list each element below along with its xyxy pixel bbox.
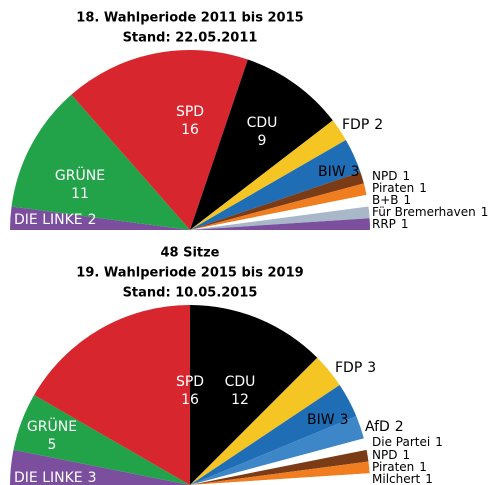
slice-label: FDP 2: [342, 117, 383, 133]
label-name: FDP: [335, 360, 362, 376]
label-value: 1: [404, 193, 412, 207]
label-value: 1: [419, 181, 427, 195]
label-value: 1: [425, 472, 433, 485]
slice-label: CDU 12: [225, 374, 256, 408]
slice: [190, 461, 370, 485]
label-name: CDU: [225, 374, 256, 390]
slice-label: GRÜNE 5: [27, 417, 77, 453]
label-value: 5: [48, 437, 57, 453]
slice-label: CDU 9: [247, 115, 278, 149]
label-name: BIW: [307, 412, 335, 428]
slice: [13, 395, 191, 485]
slice: [190, 438, 367, 485]
slice: [11, 94, 191, 230]
label-value: 3: [88, 470, 97, 485]
slice: [190, 449, 369, 485]
label-value: 2: [88, 212, 97, 228]
slice-label: Für Bremerhaven 1: [372, 205, 488, 219]
slice: [190, 172, 364, 230]
label-name: Die Partei: [372, 435, 430, 449]
label-value: 3: [367, 360, 376, 376]
label-value: 1: [402, 169, 410, 183]
label-name: NPD: [372, 448, 397, 462]
label-value: 1: [481, 205, 489, 219]
label-name: CDU: [247, 115, 278, 131]
slice: [34, 305, 190, 485]
slice: [190, 218, 370, 230]
slice-label: NPD 1: [372, 169, 410, 183]
slice-label: FDP 3: [335, 360, 376, 376]
slice: [190, 59, 333, 230]
label-name: SPD: [176, 374, 204, 390]
label-value: 11: [71, 186, 89, 202]
label-value: 1: [435, 435, 443, 449]
slice-label: BIW 3: [318, 164, 360, 180]
slice-label: BIW 3: [307, 412, 349, 428]
slice: [190, 183, 367, 230]
slice-label: SPD 16: [176, 104, 204, 138]
slice-label: Die Partei 1: [372, 435, 443, 449]
label-name: GRÜNE: [55, 166, 105, 184]
slice-label: RRP 1: [372, 217, 409, 231]
slice-label: GRÜNE 11: [55, 166, 105, 202]
label-name: Für Bremerhaven: [372, 205, 476, 219]
slice-label: DIE LINKE 2: [14, 212, 97, 228]
slice: [190, 305, 318, 485]
label-value: 3: [351, 164, 360, 180]
chart-title: 18. Wahlperiode 2011 bis 2015: [76, 11, 303, 26]
seat-total: 48 Sitze: [160, 246, 219, 261]
label-value: 16: [181, 122, 199, 138]
slice: [10, 449, 190, 485]
slice: [190, 384, 357, 485]
label-name: DIE LINKE: [14, 212, 83, 228]
label-name: SPD: [176, 104, 204, 120]
slice-label: NPD 1: [372, 448, 410, 462]
slice: [190, 140, 361, 230]
slices: [10, 305, 370, 485]
label-value: 1: [402, 448, 410, 462]
label-name: GRÜNE: [27, 417, 77, 435]
label-value: 16: [181, 392, 199, 408]
slice: [10, 206, 190, 230]
slice: [190, 357, 340, 485]
slice-label: DIE LINKE 3: [14, 470, 97, 485]
label-name: Milchert: [372, 472, 421, 485]
slice-label: Milchert 1: [372, 472, 433, 485]
label-name: RRP: [372, 217, 396, 231]
slice-label: SPD 16: [176, 374, 204, 408]
label-name: FDP: [342, 117, 369, 133]
label-value: 3: [340, 412, 349, 428]
label-value: 2: [374, 117, 383, 133]
slice-label: Piraten 1: [372, 181, 427, 195]
label-name: B+B: [372, 193, 399, 207]
slice: [190, 194, 369, 230]
chart-title: 19. Wahlperiode 2015 bis 2019: [76, 266, 303, 281]
label-value: 12: [231, 392, 249, 408]
label-name: Piraten: [372, 460, 414, 474]
slice: [190, 416, 364, 485]
chart-subtitle: Stand: 10.05.2015: [123, 286, 258, 301]
label-value: 9: [258, 133, 267, 149]
label-name: Piraten: [372, 181, 414, 195]
label-name: BIW: [318, 164, 346, 180]
label-value: 1: [401, 217, 409, 231]
label-value: 2: [395, 419, 404, 435]
slice-label: Piraten 1: [372, 460, 427, 474]
chart-subtitle: Stand: 22.05.2011: [123, 31, 258, 46]
slice: [190, 473, 370, 485]
slice-label: AfD 2: [365, 419, 404, 435]
label-name: NPD: [372, 169, 397, 183]
slice: [190, 120, 346, 230]
slices: [10, 49, 370, 231]
slice: [190, 206, 370, 230]
slice: [71, 49, 248, 231]
slice-label: B+B 1: [372, 193, 411, 207]
label-name: AfD: [365, 419, 390, 435]
label-value: 1: [419, 460, 427, 474]
label-name: DIE LINKE: [14, 470, 83, 485]
